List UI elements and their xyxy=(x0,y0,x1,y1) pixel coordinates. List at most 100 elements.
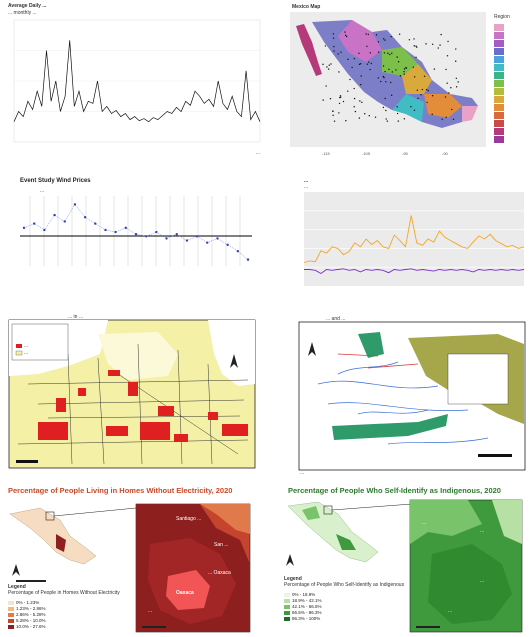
panel6-north-arrow xyxy=(308,342,316,356)
panel8-zoom-light xyxy=(410,500,482,544)
panel5-road xyxy=(67,353,73,465)
map2-dot xyxy=(425,43,427,45)
panel6-title: ... and ... xyxy=(326,316,346,322)
map2-dot xyxy=(389,53,391,56)
map2-dot xyxy=(370,62,372,65)
panel-event-study: Event Study Wind Prices ... xyxy=(2,176,264,276)
panel4-subtitle: ... xyxy=(304,184,309,190)
map2-dot xyxy=(455,48,457,50)
map2-dot xyxy=(403,73,405,75)
map2-dot xyxy=(431,43,434,45)
panel8-legend-label: 42.1% - 66.5% xyxy=(292,604,322,609)
map2-dot xyxy=(358,63,361,66)
map2-dot xyxy=(332,110,334,112)
panel5-red-6 xyxy=(140,422,170,440)
map2-dot xyxy=(445,116,447,119)
map2-dot xyxy=(437,47,439,49)
panel5-red-5 xyxy=(106,426,128,436)
baja-california xyxy=(296,24,322,76)
panel8-mexico-outline xyxy=(287,501,379,563)
chart2-point xyxy=(165,237,168,240)
panel3-title: Event Study Wind Prices xyxy=(20,178,91,184)
map2-dot xyxy=(382,65,385,67)
panel5-title: ... in ... xyxy=(68,314,84,320)
map2-dot xyxy=(333,50,335,52)
map2-dot xyxy=(324,45,327,47)
panel6-green-north xyxy=(358,332,384,358)
map2-dot xyxy=(382,106,385,109)
map2-legend-swatch xyxy=(494,80,504,87)
map2-dot xyxy=(353,97,356,100)
map2-dot xyxy=(385,81,387,83)
map2-dot xyxy=(447,40,449,43)
panel7-legend-title: Legend xyxy=(8,584,26,590)
panel7-legend-label: 2.86% - 5.28% xyxy=(16,612,46,617)
map2-dot xyxy=(455,60,457,62)
panel2-map-svg: -115 -105 -95 -90 xyxy=(290,12,486,156)
map2-dot xyxy=(338,71,340,73)
map2-dot xyxy=(433,68,436,70)
map2-dot xyxy=(390,35,392,38)
panel7-north-arrow xyxy=(12,564,20,576)
map2-legend-swatch xyxy=(494,56,504,63)
panel6-legend-box xyxy=(447,353,509,405)
map2-dot xyxy=(396,106,398,108)
map2-dot xyxy=(347,90,349,92)
map2-dot xyxy=(338,112,340,114)
map2-dot xyxy=(354,110,357,113)
panel8-legend-desc: Percentage of People Who Self-Identify a… xyxy=(284,582,405,588)
panel7-label-4: ... xyxy=(148,608,153,614)
map2-dot xyxy=(327,68,330,70)
map2-dot xyxy=(369,52,372,54)
panel1-caption: ... xyxy=(255,150,260,156)
map2-dot xyxy=(328,64,330,66)
map2-dot xyxy=(383,52,386,54)
map2-dot xyxy=(368,115,370,117)
map2-dot xyxy=(439,44,441,46)
map2-dot xyxy=(375,34,378,36)
mexico-region-b xyxy=(382,47,418,76)
map2-dot xyxy=(382,38,385,40)
chart2-svg xyxy=(20,196,252,266)
panel7-label-1: Santiago ... xyxy=(176,516,202,522)
map2-dot xyxy=(340,51,342,53)
panel5-red-1 xyxy=(108,370,120,376)
panel5-red-11 xyxy=(222,424,248,436)
map2-dot xyxy=(403,68,406,70)
panel5-light-area xyxy=(98,332,178,380)
map2-dot xyxy=(398,33,401,35)
map2-dot xyxy=(344,34,347,37)
map2-dot xyxy=(338,102,341,105)
map2-dot xyxy=(342,100,345,103)
map2-dot xyxy=(448,92,450,94)
map2-dot xyxy=(333,120,336,122)
map2-dot xyxy=(455,86,458,88)
panel8-legend-label: 66.5% - 86.3% xyxy=(292,610,322,615)
map2-dot xyxy=(403,118,406,120)
panel8-legend-item: 18.9% - 42.1% xyxy=(284,598,322,604)
panel6-green-strip xyxy=(332,414,448,440)
panel7-mexico-hot xyxy=(56,534,66,552)
chart2-point xyxy=(32,222,36,225)
map2-dot xyxy=(405,66,407,69)
panel8-legend-item: 0% - 18.9% xyxy=(284,592,322,598)
mexico-region-d xyxy=(424,94,462,118)
chart3-series-0 xyxy=(303,215,525,263)
panel-orange-series: ... ... xyxy=(282,176,530,296)
map2-dot xyxy=(353,57,355,60)
map2-dot xyxy=(351,66,353,69)
map2-dot xyxy=(445,68,447,71)
map2-dot xyxy=(444,96,447,98)
panel8-legend-item: 86.3% - 100% xyxy=(284,616,322,622)
map2-legend-swatch xyxy=(494,64,504,71)
map2-dot xyxy=(359,63,362,65)
map2-dot xyxy=(344,31,346,33)
map2-dot xyxy=(413,45,415,47)
panel6-river xyxy=(357,409,429,415)
map2-legend-swatch xyxy=(494,96,504,103)
chart2-point xyxy=(195,235,199,238)
map2-dot xyxy=(399,75,402,77)
map2-dot xyxy=(403,71,405,73)
panel6-road xyxy=(367,363,419,369)
map2-dot xyxy=(330,63,332,65)
